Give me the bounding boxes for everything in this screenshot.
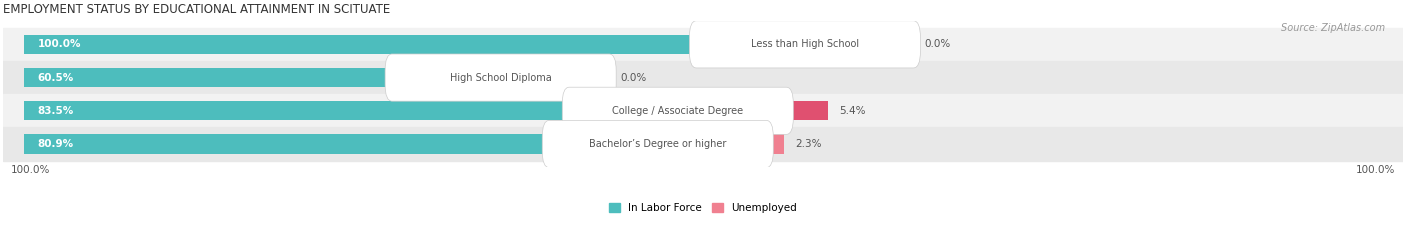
Text: 0.0%: 0.0% (620, 72, 647, 82)
FancyBboxPatch shape (543, 120, 773, 168)
Bar (3, 28, 1403, 61)
Legend: In Labor Force, Unemployed: In Labor Force, Unemployed (605, 199, 801, 218)
Bar (3, 127, 1403, 161)
Text: 100.0%: 100.0% (38, 39, 82, 49)
Text: Source: ZipAtlas.com: Source: ZipAtlas.com (1281, 23, 1385, 33)
Bar (766, 134, 785, 154)
Text: High School Diploma: High School Diploma (450, 72, 551, 82)
Text: 5.4%: 5.4% (839, 106, 866, 116)
FancyBboxPatch shape (689, 21, 921, 68)
Text: 83.5%: 83.5% (38, 106, 75, 116)
Bar (3, 61, 1403, 94)
Bar (24, 134, 647, 154)
Text: Bachelor’s Degree or higher: Bachelor’s Degree or higher (589, 139, 727, 149)
FancyBboxPatch shape (385, 54, 616, 101)
Bar (24, 35, 794, 54)
Bar (24, 101, 666, 120)
Text: 100.0%: 100.0% (1355, 164, 1395, 175)
Bar (24, 68, 489, 87)
Text: EMPLOYMENT STATUS BY EDUCATIONAL ATTAINMENT IN SCITUATE: EMPLOYMENT STATUS BY EDUCATIONAL ATTAINM… (3, 3, 389, 16)
FancyBboxPatch shape (562, 87, 793, 134)
Bar (3, 94, 1403, 127)
Text: 80.9%: 80.9% (38, 139, 75, 149)
Text: 60.5%: 60.5% (38, 72, 75, 82)
Bar (786, 101, 828, 120)
Text: College / Associate Degree: College / Associate Degree (612, 106, 744, 116)
Text: Less than High School: Less than High School (751, 39, 859, 49)
Text: 100.0%: 100.0% (11, 164, 51, 175)
Text: 2.3%: 2.3% (796, 139, 821, 149)
Text: 0.0%: 0.0% (925, 39, 950, 49)
